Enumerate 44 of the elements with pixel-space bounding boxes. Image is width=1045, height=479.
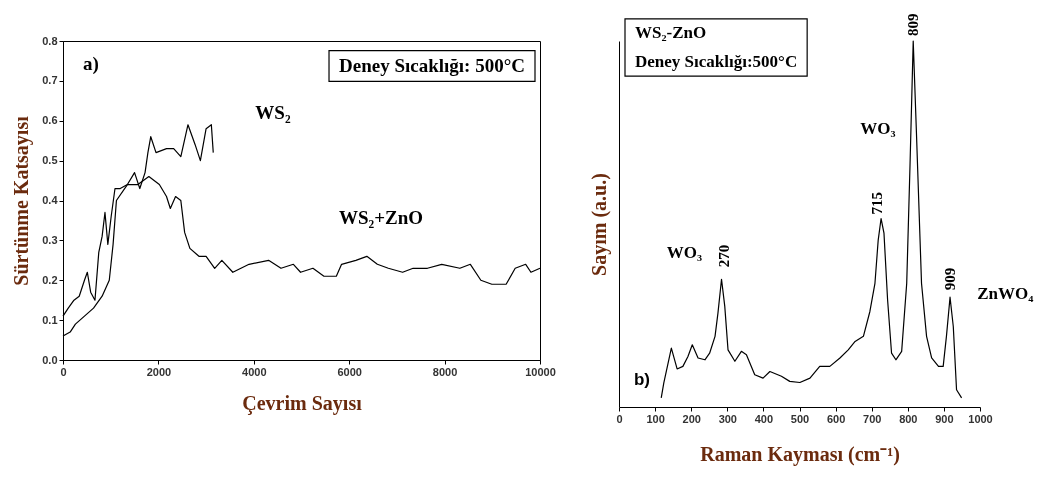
annotation: ZnWO₄ (977, 284, 1034, 304)
y-axis-title: Sürtünme Katsayısı (10, 115, 34, 286)
annotation: WO₃ (666, 243, 703, 263)
y-tick-label: 0.4 (42, 194, 59, 206)
annotation: WS₂-ZnO (635, 23, 707, 42)
x-axis-title: Çevrim Sayısı (242, 391, 363, 415)
x-tick-label: 600 (826, 412, 846, 425)
y-tick-label: 0.1 (42, 313, 58, 326)
x-tick-label: 200 (682, 412, 701, 425)
annotation: WO₃ (860, 118, 896, 138)
x-tick-label: 700 (863, 412, 882, 425)
x-tick-label: 6000 (337, 365, 362, 378)
x-tick-label: 800 (899, 412, 918, 425)
x-tick-label: 0 (60, 365, 67, 378)
x-tick-label: 900 (935, 412, 954, 425)
x-tick-label: 10000 (525, 365, 556, 378)
annotation: WS₂ (255, 101, 291, 123)
annotation: a) (83, 53, 99, 75)
annotation: Deney Sıcaklığı:500°C (635, 52, 798, 71)
x-tick-label: 8000 (432, 365, 458, 378)
x-tick-label: 0 (616, 412, 623, 425)
y-tick-label: 0.3 (42, 233, 58, 246)
y-tick-label: 0.6 (42, 114, 58, 127)
y-tick-label: 0.7 (42, 74, 58, 87)
annotation: Deney Sıcaklığı: 500°C (339, 55, 525, 76)
x-axis-title: Raman Kayması (cm⁻¹) (700, 442, 900, 466)
y-tick-label: 0.8 (42, 34, 58, 47)
x-tick-label: 400 (754, 412, 774, 425)
annotation: WS₂+ZnO (338, 207, 423, 229)
x-tick-label: 1000 (968, 412, 993, 425)
x-tick-label: 4000 (242, 365, 267, 378)
annotation: 809 (905, 13, 922, 36)
x-tick-label: 300 (718, 412, 737, 425)
x-tick-label: 500 (790, 412, 810, 425)
y-tick-label: 0.2 (42, 273, 58, 286)
y-axis-title: Sayım (a.u.) (587, 173, 611, 276)
annotation: 715 (869, 192, 886, 215)
y-tick-label: 0.0 (42, 353, 58, 366)
y-tick-label: 0.5 (42, 154, 58, 167)
annotation: 270 (715, 244, 732, 268)
x-tick-label: 2000 (146, 365, 172, 378)
x-tick-label: 100 (646, 412, 665, 425)
annotation: 909 (942, 267, 959, 291)
annotation: b) (633, 370, 651, 389)
